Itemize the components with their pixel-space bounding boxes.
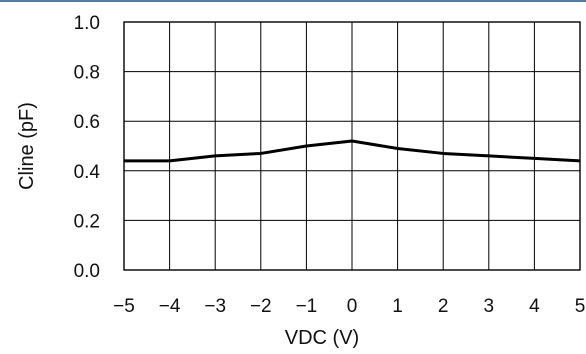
plot-frame <box>123 21 581 271</box>
series-layer <box>124 139 581 163</box>
y-tick-labels: 0.0 0.2 0.4 0.6 0.8 1.0 <box>74 13 101 282</box>
x-tick-label: 3 <box>484 296 495 317</box>
top-border <box>0 0 586 2</box>
y-tick-label: 0.0 <box>74 261 100 282</box>
x-tick-label: −4 <box>159 296 181 317</box>
y-tick-label: 1.0 <box>74 13 100 34</box>
y-tick-label: 0.8 <box>74 63 100 84</box>
x-tick-label: 2 <box>438 296 449 317</box>
x-axis-title: VDC (V) <box>285 327 359 349</box>
x-tick-labels: −5 −4 −3 −2 −1 0 1 2 3 4 5 <box>113 296 585 317</box>
x-tick-label: −2 <box>250 296 272 317</box>
x-tick-label: −3 <box>204 296 226 317</box>
y-tick-label: 0.4 <box>74 162 101 183</box>
y-axis-title: Cline (pF) <box>16 102 38 190</box>
series-line-0 <box>124 139 581 163</box>
y-tick-label: 0.2 <box>74 211 100 232</box>
grid <box>123 21 581 271</box>
x-tick-label: −5 <box>113 296 135 317</box>
x-tick-label: 0 <box>347 296 358 317</box>
x-tick-label: 1 <box>392 296 403 317</box>
y-tick-label: 0.6 <box>74 112 100 133</box>
x-tick-label: 5 <box>575 296 586 317</box>
x-tick-label: 4 <box>529 296 540 317</box>
x-tick-label: −1 <box>296 296 318 317</box>
